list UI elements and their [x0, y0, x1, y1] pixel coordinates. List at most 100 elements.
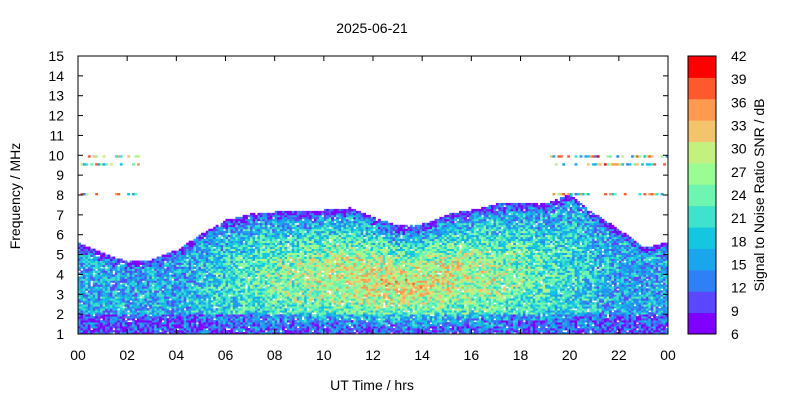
heatmap-cell: [318, 226, 322, 230]
heatmap-cell: [154, 304, 158, 307]
heatmap-cell: [105, 324, 108, 327]
heatmap-cell: [252, 264, 256, 267]
heatmap-cell: [100, 306, 103, 309]
heatmap-cell: [95, 286, 99, 289]
heatmap-cell: [117, 298, 121, 301]
heatmap-cell: [82, 256, 86, 259]
heatmap-cell: [282, 312, 285, 315]
heatmap-cell: [318, 292, 322, 295]
heatmap-cell: [134, 274, 138, 277]
heatmap-cell: [141, 282, 145, 285]
heatmap-cell: [176, 256, 180, 259]
heatmap-cell: [134, 296, 138, 299]
heatmap-cell: [230, 242, 234, 246]
heatmap-cell: [107, 268, 111, 271]
heatmap-cell: [296, 234, 300, 238]
heatmap-cell: [230, 278, 234, 281]
heatmap-cell: [161, 282, 165, 285]
heatmap-cell: [85, 324, 89, 327]
heatmap-cell: [105, 310, 108, 313]
heatmap-cell: [255, 292, 258, 295]
heatmap-cell: [208, 232, 212, 236]
heatmap-cell: [183, 274, 187, 277]
heatmap-cell: [134, 298, 138, 301]
heatmap-cell: [274, 254, 278, 257]
heatmap-cell: [282, 224, 285, 228]
heatmap-cell: [255, 230, 258, 234]
heatmap-cell: [154, 302, 158, 305]
heatmap-cell: [117, 272, 121, 275]
heatmap-cell: [137, 294, 140, 297]
heatmap-cell: [112, 322, 116, 325]
heatmap-cell: [294, 260, 298, 263]
heatmap-cell: [193, 304, 197, 307]
heatmap-cell: [129, 322, 133, 325]
heatmap-cell: [277, 282, 280, 285]
heatmap-cell: [279, 328, 283, 331]
heatmap-cell: [240, 272, 244, 275]
heatmap-cell: [183, 246, 187, 250]
heatmap-cell: [323, 314, 327, 317]
heatmap-cell: [230, 246, 234, 250]
heatmap-cell: [218, 290, 221, 293]
heatmap-cell: [82, 292, 86, 295]
heatmap-cell: [191, 298, 194, 301]
heatmap-cell: [156, 306, 160, 309]
heatmap-cell: [137, 306, 140, 309]
heatmap-cell: [296, 312, 300, 315]
heatmap-cell: [267, 276, 271, 279]
heatmap-cell: [279, 332, 283, 335]
heatmap-cell: [109, 268, 113, 271]
heatmap-cell: [245, 222, 249, 226]
heatmap-cell: [274, 252, 278, 255]
heatmap-cell: [203, 264, 207, 267]
heatmap-cell: [269, 302, 273, 305]
heatmap-cell: [259, 304, 263, 307]
heatmap-cell: [87, 310, 91, 313]
heatmap-cell: [306, 310, 310, 313]
heatmap-cell: [245, 318, 249, 321]
heatmap-cell: [105, 282, 108, 285]
heatmap-cell: [183, 256, 187, 259]
heatmap-cell: [119, 324, 123, 327]
heatmap-cell: [124, 274, 128, 277]
heatmap-cell: [242, 328, 246, 331]
heatmap-cell: [149, 320, 153, 323]
heatmap-cell: [318, 288, 322, 291]
heatmap-cell: [85, 326, 89, 329]
heatmap-cell: [200, 288, 204, 291]
heatmap-cell: [267, 250, 271, 253]
heatmap-cell: [141, 316, 145, 319]
heatmap-cell: [282, 252, 285, 255]
heatmap-cell: [100, 290, 103, 293]
heatmap-cell: [269, 264, 273, 267]
heatmap-cell: [306, 300, 310, 303]
heatmap-cell: [146, 276, 150, 279]
heatmap-cell: [259, 234, 263, 238]
heatmap-cell: [314, 240, 317, 244]
heatmap-cell: [257, 258, 261, 261]
heatmap-cell: [183, 326, 187, 329]
heatmap-cell: [274, 228, 278, 232]
heatmap-cell: [188, 312, 192, 315]
heatmap-cell: [262, 244, 266, 248]
heatmap-cell: [223, 220, 226, 224]
heatmap-cell: [188, 302, 192, 305]
heatmap-cell: [247, 286, 251, 289]
heatmap-cell: [203, 322, 207, 325]
heatmap-cell: [284, 222, 288, 226]
heatmap-cell: [291, 254, 295, 257]
heatmap-cell: [294, 240, 298, 244]
heatmap-cell: [122, 294, 126, 297]
heatmap-cell: [107, 284, 111, 287]
heatmap-cell: [122, 308, 126, 311]
heatmap-cell: [235, 322, 239, 325]
heatmap-cell: [279, 306, 283, 309]
heatmap-cell: [277, 258, 280, 261]
heatmap-cell: [250, 308, 253, 311]
heatmap-cell: [321, 328, 325, 331]
heatmap-cell: [139, 290, 143, 293]
heatmap-cell: [188, 316, 192, 319]
heatmap-cell: [309, 326, 312, 329]
heatmap-cell: [95, 326, 99, 329]
